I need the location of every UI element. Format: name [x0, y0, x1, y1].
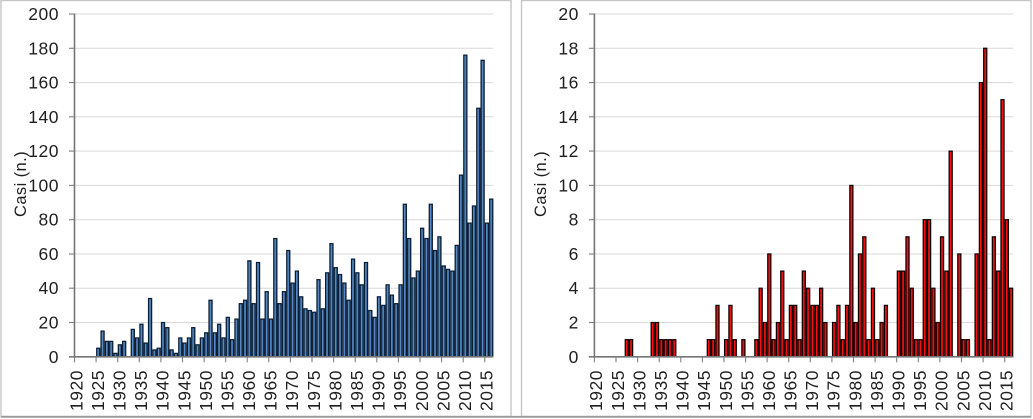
svg-text:0: 0 — [49, 347, 59, 367]
svg-text:60: 60 — [39, 244, 59, 264]
svg-text:1960: 1960 — [239, 370, 259, 411]
svg-text:1970: 1970 — [282, 370, 302, 411]
svg-text:1920: 1920 — [586, 370, 606, 411]
svg-text:80: 80 — [39, 210, 59, 230]
svg-text:120: 120 — [28, 141, 59, 161]
svg-text:1925: 1925 — [88, 370, 108, 411]
svg-text:1940: 1940 — [153, 370, 173, 411]
svg-text:1935: 1935 — [651, 370, 671, 411]
svg-text:1950: 1950 — [196, 370, 216, 411]
svg-text:2010: 2010 — [975, 370, 995, 411]
svg-text:6: 6 — [569, 244, 579, 264]
svg-text:12: 12 — [558, 141, 578, 161]
svg-text:1930: 1930 — [629, 370, 649, 411]
svg-text:18: 18 — [558, 38, 578, 58]
svg-text:140: 140 — [28, 107, 59, 127]
svg-text:2010: 2010 — [455, 370, 475, 411]
svg-text:1995: 1995 — [390, 370, 410, 411]
svg-text:1985: 1985 — [347, 370, 367, 411]
svg-text:16: 16 — [558, 73, 578, 93]
svg-text:0: 0 — [569, 347, 579, 367]
svg-text:10: 10 — [558, 175, 578, 195]
svg-text:1980: 1980 — [845, 370, 865, 411]
svg-text:100: 100 — [28, 175, 59, 195]
svg-text:2005: 2005 — [433, 370, 453, 411]
svg-text:1935: 1935 — [131, 370, 151, 411]
svg-text:1945: 1945 — [694, 370, 714, 411]
svg-text:2000: 2000 — [412, 370, 432, 411]
svg-text:1940: 1940 — [673, 370, 693, 411]
svg-text:Casi (n.): Casi (n.) — [12, 151, 30, 217]
svg-text:2005: 2005 — [953, 370, 973, 411]
svg-text:2000: 2000 — [932, 370, 952, 411]
svg-text:8: 8 — [569, 210, 579, 230]
svg-text:1955: 1955 — [737, 370, 757, 411]
svg-text:20: 20 — [558, 4, 578, 24]
svg-text:1985: 1985 — [867, 370, 887, 411]
svg-text:2015: 2015 — [997, 370, 1017, 411]
svg-text:40: 40 — [39, 278, 59, 298]
svg-text:1955: 1955 — [218, 370, 238, 411]
svg-text:1995: 1995 — [910, 370, 930, 411]
svg-text:1950: 1950 — [716, 370, 736, 411]
svg-text:1980: 1980 — [325, 370, 345, 411]
svg-text:1960: 1960 — [759, 370, 779, 411]
svg-text:1965: 1965 — [781, 370, 801, 411]
svg-text:1990: 1990 — [369, 370, 389, 411]
svg-text:160: 160 — [28, 73, 59, 93]
svg-text:1965: 1965 — [261, 370, 281, 411]
svg-text:1975: 1975 — [304, 370, 324, 411]
svg-text:180: 180 — [28, 38, 59, 58]
svg-text:1990: 1990 — [889, 370, 909, 411]
svg-text:14: 14 — [558, 107, 578, 127]
svg-text:1970: 1970 — [802, 370, 822, 411]
svg-text:20: 20 — [39, 313, 59, 333]
svg-text:200: 200 — [28, 4, 59, 24]
svg-text:Casi (n.): Casi (n.) — [532, 151, 550, 217]
svg-text:1945: 1945 — [174, 370, 194, 411]
svg-text:2: 2 — [569, 313, 579, 333]
svg-text:1920: 1920 — [66, 370, 86, 411]
svg-text:1925: 1925 — [608, 370, 628, 411]
svg-text:1930: 1930 — [110, 370, 130, 411]
svg-text:1975: 1975 — [824, 370, 844, 411]
svg-text:4: 4 — [569, 278, 579, 298]
svg-text:2015: 2015 — [477, 370, 497, 411]
